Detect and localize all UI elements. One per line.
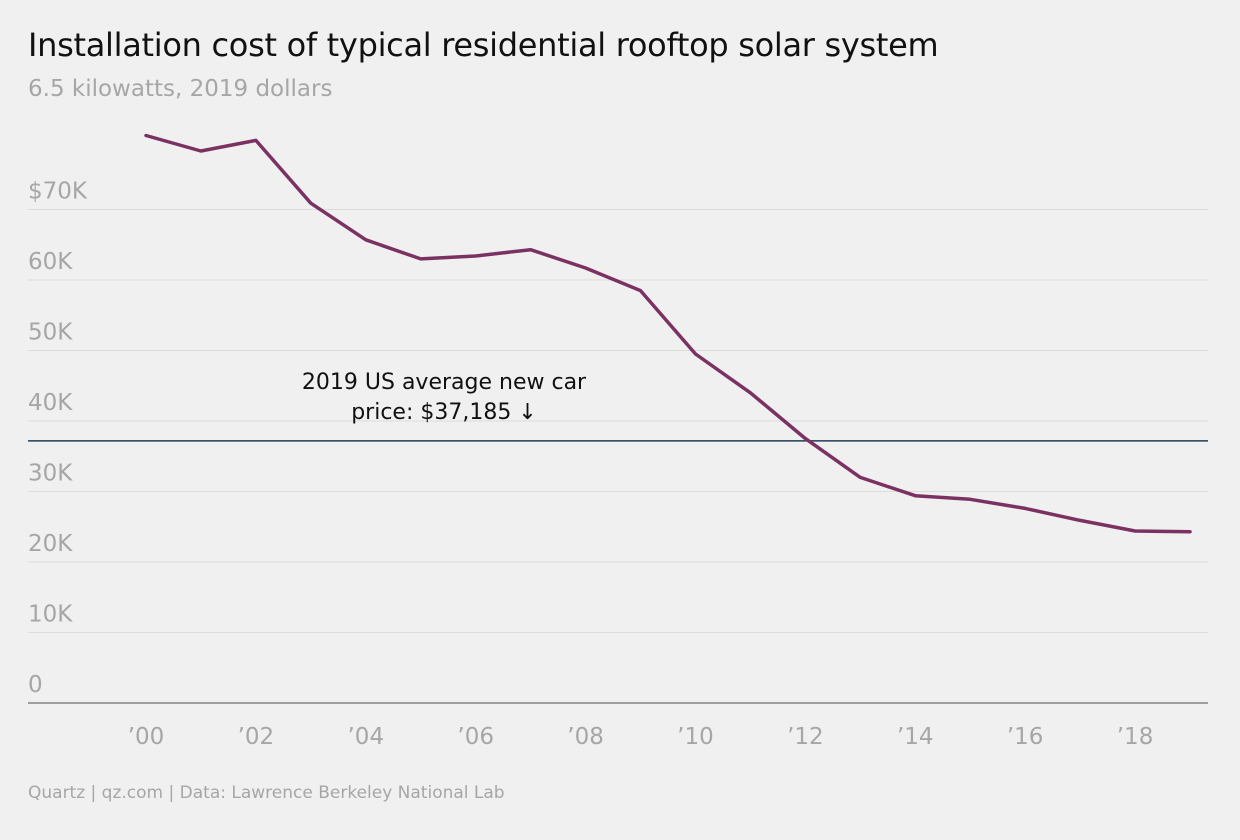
y-tick-label: $70K [28,179,88,205]
chart-subtitle: 6.5 kilowatts, 2019 dollars [28,76,333,102]
y-tick-label: 30K [28,461,73,487]
x-tick-label: ’18 [1117,724,1154,750]
source-note: Quartz | qz.com | Data: Lawrence Berkele… [28,783,505,803]
reference-annotation: price: $37,185 ↓ [351,400,537,425]
y-tick-label: 50K [28,320,73,346]
x-tick-label: ’10 [677,724,714,750]
x-tick-label: ’00 [128,724,165,750]
y-tick-label: 10K [28,602,73,628]
series-line [144,133,1192,534]
reference-annotation: 2019 US average new car [302,370,587,395]
x-tick-label: ’08 [567,724,604,750]
x-tick-label: ’02 [238,724,275,750]
y-tick-label: 0 [28,672,43,698]
y-tick-label: 20K [28,531,73,557]
x-tick-label: ’06 [457,724,494,750]
x-tick-label: ’12 [787,724,824,750]
y-tick-label: 40K [28,390,73,416]
y-tick-label: 60K [28,249,73,275]
x-tick-label: ’16 [1007,724,1044,750]
x-tick-label: ’04 [348,724,385,750]
x-tick-label: ’14 [897,724,934,750]
chart-title: Installation cost of typical residential… [28,26,939,64]
